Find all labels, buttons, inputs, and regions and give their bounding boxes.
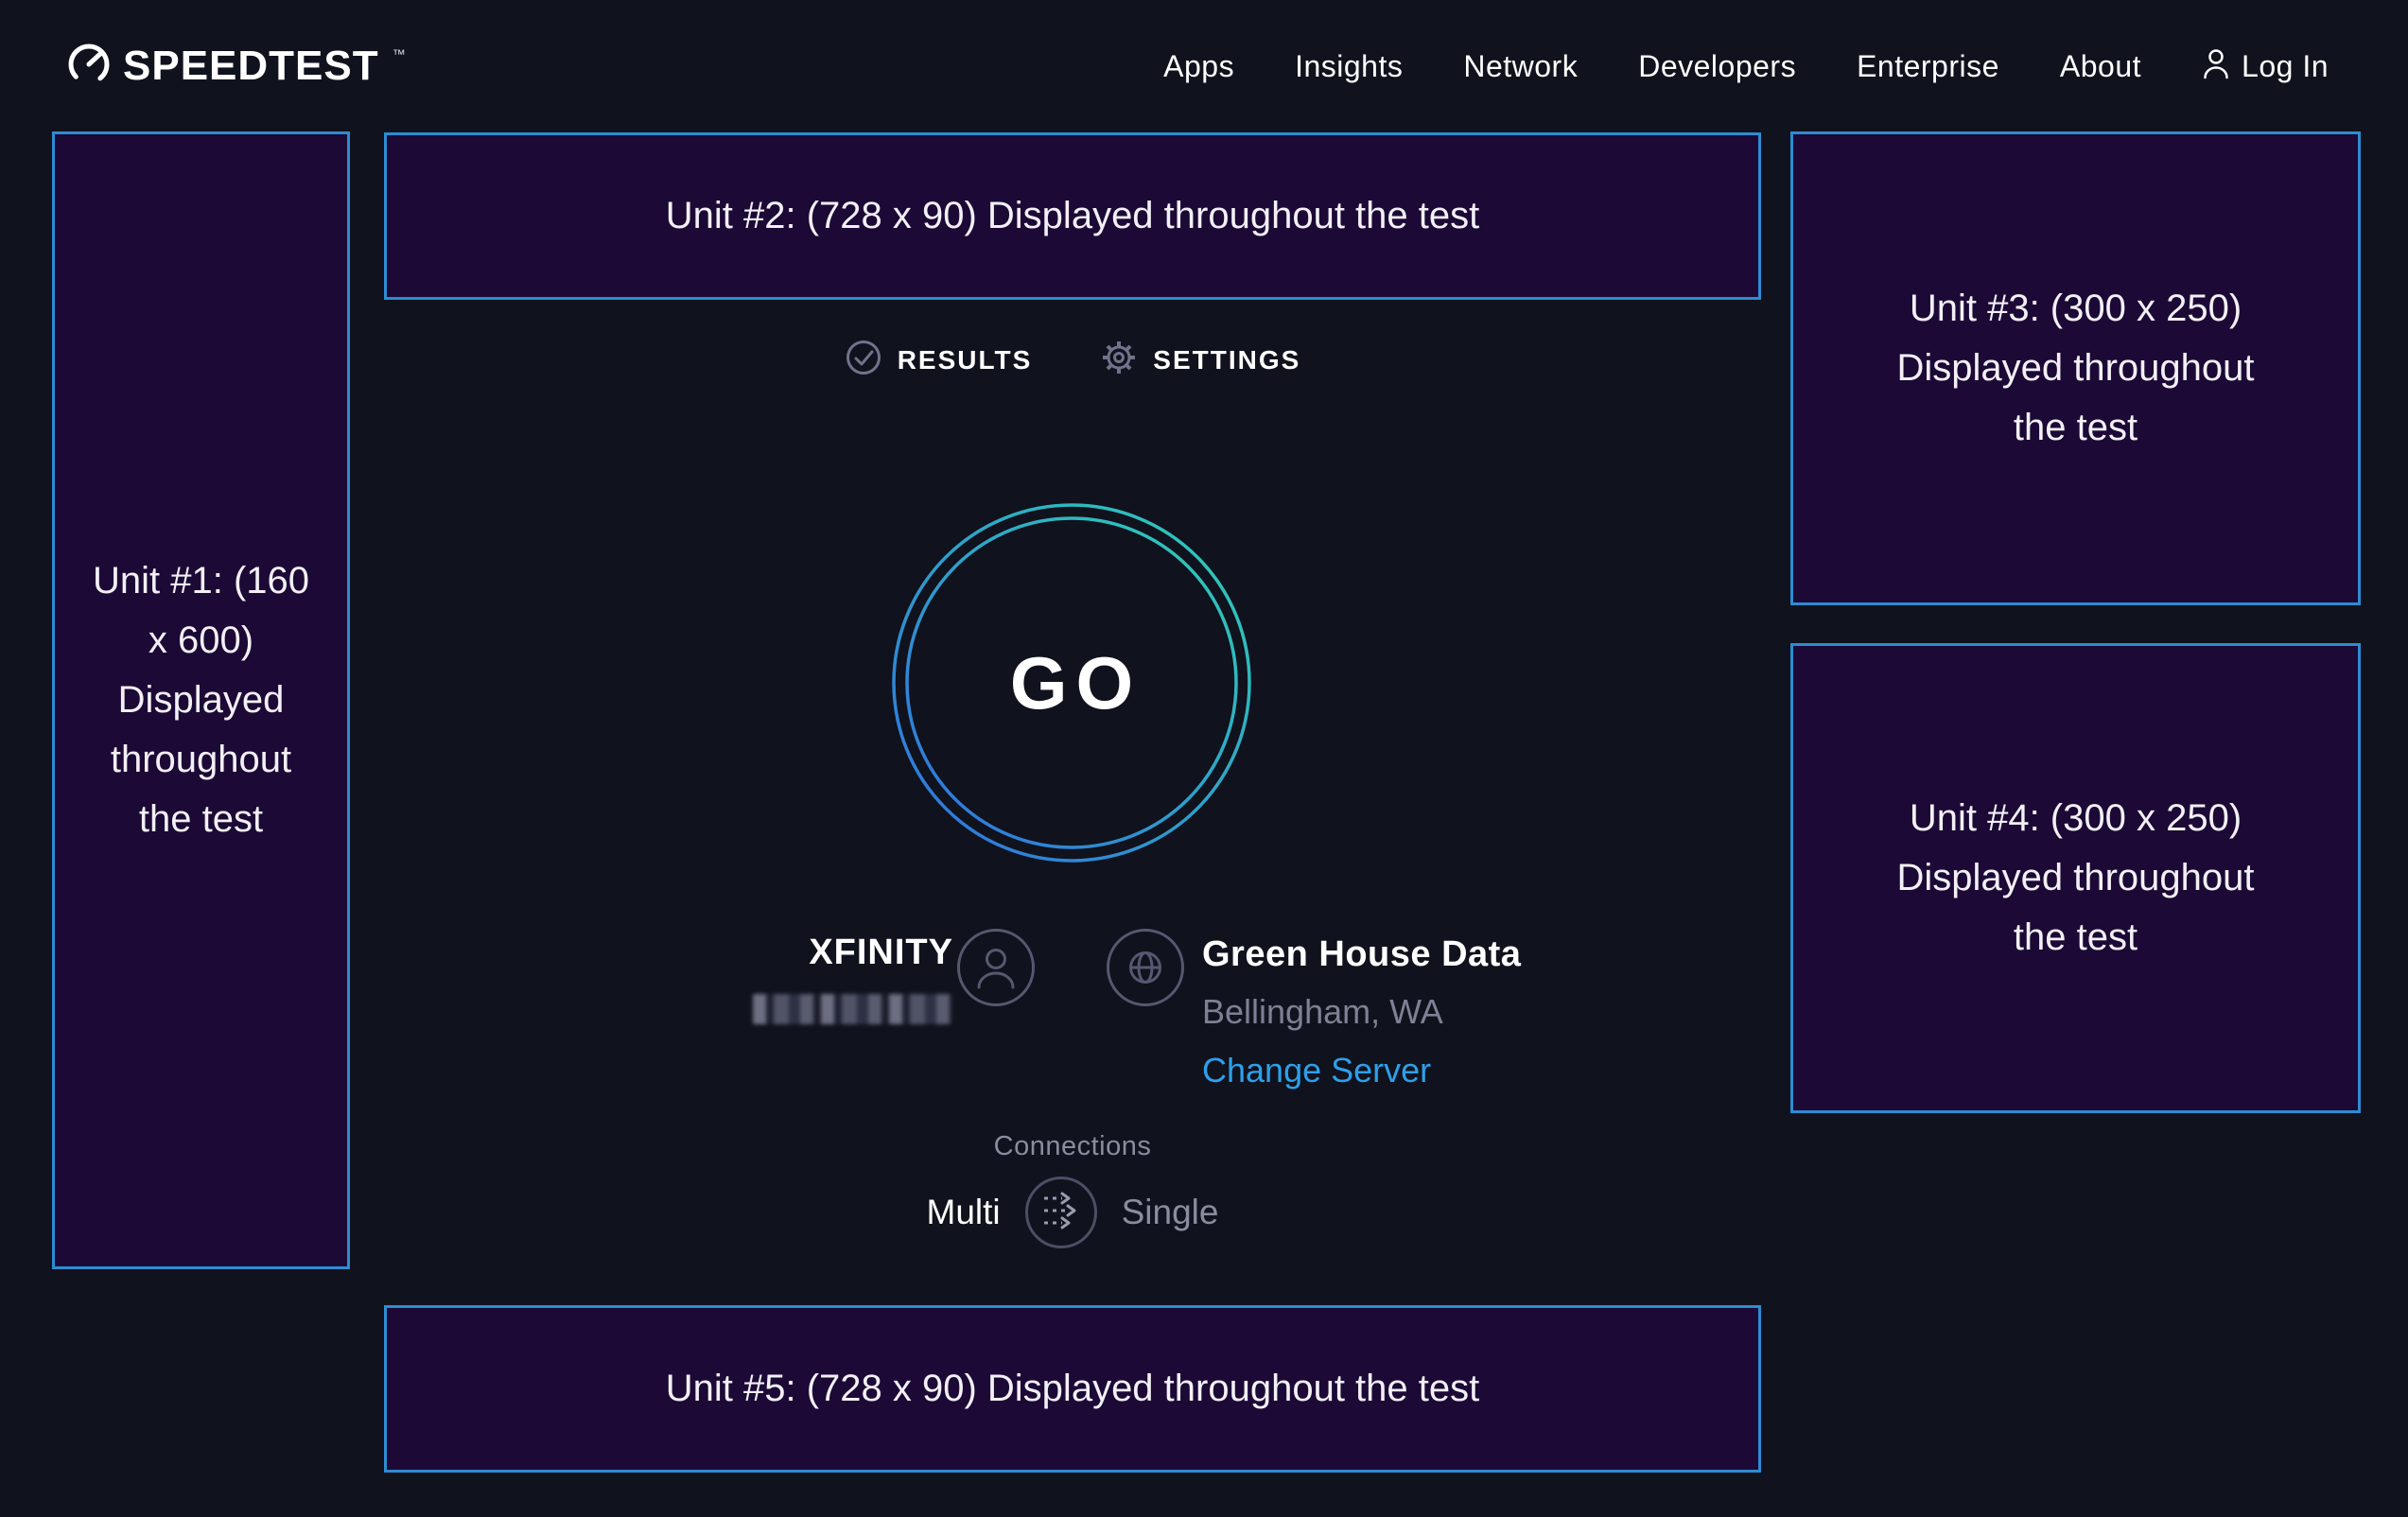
tab-settings-label: SETTINGS — [1153, 344, 1301, 375]
isp-info: XFINITY — [753, 933, 953, 1024]
nav-item-enterprise[interactable]: Enterprise — [1857, 48, 1999, 83]
speedometer-icon — [66, 41, 112, 93]
server-globe-icon — [1107, 929, 1184, 1006]
login-label: Log In — [2242, 48, 2329, 83]
top-navigation-bar: SPEEDTEST ™ Apps Insights Network Develo… — [0, 0, 2408, 132]
nav-item-network[interactable]: Network — [1463, 48, 1579, 83]
ad-unit-4-label: Unit #4: (300 x 250) Displayed throughou… — [1896, 796, 2255, 959]
change-server-link[interactable]: Change Server — [1202, 1051, 1432, 1090]
ad-unit-2-label: Unit #2: (728 x 90) Displayed throughout… — [665, 194, 1480, 236]
tab-results-label: RESULTS — [897, 344, 1033, 375]
nav-item-apps[interactable]: Apps — [1163, 48, 1235, 83]
isp-name: XFINITY — [809, 933, 953, 972]
connections-toggle-button[interactable] — [1024, 1177, 1097, 1248]
go-button[interactable]: GO — [891, 502, 1252, 863]
connections-option-single[interactable]: Single — [1121, 1193, 1219, 1231]
ad-unit-2-leaderboard[interactable]: Unit #2: (728 x 90) Displayed throughout… — [384, 132, 1761, 300]
ad-unit-5-leaderboard[interactable]: Unit #5: (728 x 90) Displayed throughout… — [384, 1305, 1761, 1473]
gear-icon — [1100, 339, 1138, 381]
server-location: Bellingham, WA — [1202, 992, 1443, 1031]
results-settings-tabs: RESULTS SETTINGS — [384, 339, 1761, 381]
nav-item-developers[interactable]: Developers — [1638, 48, 1797, 83]
login-button[interactable]: Log In — [2202, 47, 2329, 86]
nav-item-about[interactable]: About — [2059, 48, 2142, 83]
ad-unit-1-label: Unit #1: (160 x 600) Displayed throughou… — [92, 559, 310, 841]
tab-settings[interactable]: SETTINGS — [1100, 339, 1300, 381]
connections-toggle-row: Multi Single — [384, 1177, 1761, 1248]
go-button-label: GO — [1009, 640, 1143, 724]
tab-results[interactable]: RESULTS — [845, 339, 1033, 381]
brand-name: SPEEDTEST — [123, 43, 379, 89]
isp-ip-redacted — [753, 994, 953, 1024]
go-button-rings — [892, 503, 1251, 863]
connections-label: Connections — [993, 1131, 1152, 1161]
nav-item-insights[interactable]: Insights — [1295, 48, 1404, 83]
multi-connection-arrows-icon — [1028, 1177, 1094, 1248]
ad-unit-1-skyscraper[interactable]: Unit #1: (160 x 600) Displayed throughou… — [52, 131, 350, 1269]
isp-person-icon — [957, 929, 1035, 1006]
ad-unit-5-label: Unit #5: (728 x 90) Displayed throughout… — [665, 1367, 1480, 1409]
ad-unit-4-rectangle[interactable]: Unit #4: (300 x 250) Displayed throughou… — [1790, 643, 2361, 1113]
brand-trademark: ™ — [392, 45, 406, 61]
person-icon — [2202, 47, 2230, 86]
main-nav: Apps Insights Network Developers Enterpr… — [1163, 47, 2329, 86]
check-circle-icon — [845, 339, 882, 381]
server-info: Green House Data Bellingham, WA Change S… — [1202, 934, 1521, 1090]
ad-unit-3-rectangle[interactable]: Unit #3: (300 x 250) Displayed throughou… — [1790, 131, 2361, 605]
server-name: Green House Data — [1202, 934, 1522, 974]
speedtest-logo[interactable]: SPEEDTEST ™ — [66, 41, 406, 93]
connections-option-multi[interactable]: Multi — [926, 1193, 1001, 1231]
ad-unit-3-label: Unit #3: (300 x 250) Displayed throughou… — [1896, 287, 2255, 449]
